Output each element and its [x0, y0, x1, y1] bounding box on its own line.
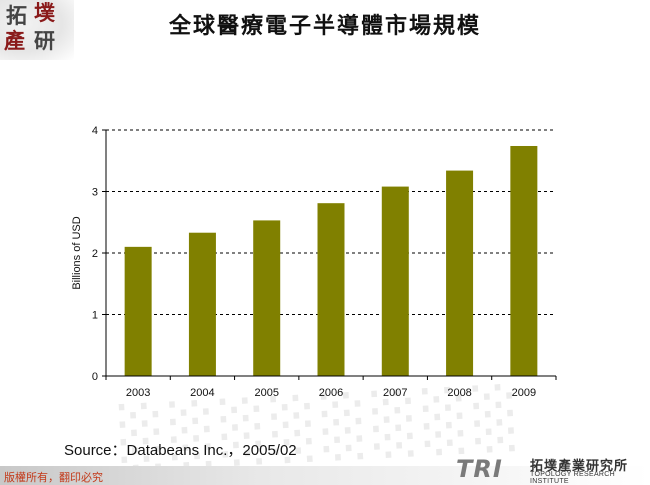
x-tick-label: 2004 — [190, 387, 214, 399]
organization-name-cn: 拓墣產業研究所 — [530, 459, 629, 474]
page-title: 全球醫療電子半導體市場規模 — [168, 13, 481, 39]
bars — [124, 145, 538, 376]
logo-char: 產 — [4, 28, 25, 53]
bar — [124, 246, 152, 376]
y-tick-label: 4 — [92, 125, 98, 137]
bar — [446, 170, 474, 376]
tri-logo: TRI 拓墣產業研究所 TOPOLOGY RESEARCH INSTITUTE — [456, 455, 646, 485]
tri-logo-mark: TRI — [456, 455, 503, 483]
y-tick-label: 0 — [92, 371, 98, 383]
x-tick-label: 2009 — [512, 387, 536, 399]
bar — [317, 203, 345, 376]
logo-background — [0, 0, 74, 60]
brand-logo: 拓 墣 產 研 — [0, 0, 74, 60]
bar-chart: 0 1 2 3 4 2003 2004 2005 2006 2007 2008 2009 Billion… — [71, 125, 557, 399]
copyright-notice: 版權所有，翻印必究 — [4, 472, 103, 484]
y-tick-label: 1 — [92, 310, 98, 322]
logo-char: 研 — [34, 28, 55, 53]
bar — [510, 145, 538, 376]
y-tick-label: 2 — [92, 248, 98, 260]
y-axis-title: Billions of USD — [71, 216, 83, 289]
logo-char: 拓 — [6, 3, 27, 28]
organization-name-en: TOPOLOGY RESEARCH INSTITUTE — [530, 471, 615, 485]
axes — [102, 129, 557, 380]
source-note: Source：Databeans Inc.，2005/02 — [64, 442, 297, 459]
bar — [188, 232, 216, 376]
x-tick-label: 2006 — [319, 387, 343, 399]
footer-bar — [0, 466, 650, 485]
axis-labels: 0 1 2 3 4 2003 2004 2005 2006 2007 2008 2009 Billion… — [71, 125, 536, 399]
x-tick-label: 2007 — [383, 387, 407, 399]
logo-char: 墣 — [34, 0, 55, 25]
x-tick-label: 2008 — [447, 387, 471, 399]
bar — [381, 186, 409, 376]
x-tick-label: 2005 — [254, 387, 278, 399]
y-tick-label: 3 — [92, 187, 98, 199]
x-tick-label: 2003 — [126, 387, 150, 399]
bar — [253, 220, 281, 376]
